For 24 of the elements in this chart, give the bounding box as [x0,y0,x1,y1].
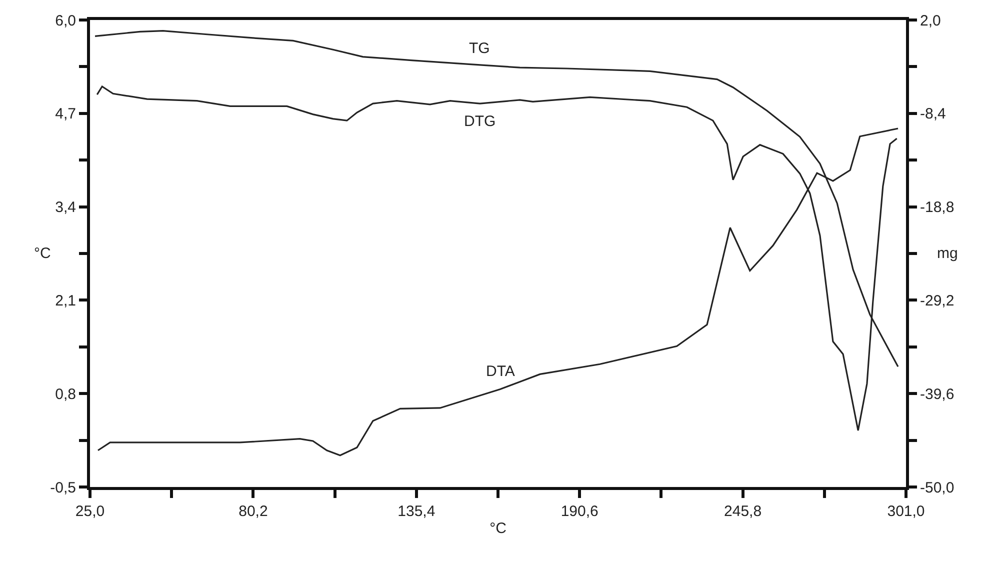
y2-tick-label: -18,8 [920,199,954,216]
y-tick-label: -0,5 [50,479,76,496]
y2-tick-label: -39,6 [920,386,954,403]
x-tick-label: 301,0 [887,503,925,520]
y2-axis-title: mg [937,245,958,262]
x-tick-label: 25,0 [75,503,105,520]
y-tick-label: 2,1 [55,292,76,310]
series-label: DTA [486,363,515,380]
y-tick-label: 0,8 [55,386,76,403]
x-tick-label: 245,8 [724,503,762,520]
y2-tick-label: 2,0 [920,12,941,30]
y-tick-label: 3,4 [55,199,76,216]
y-tick-label: 6,0 [55,12,76,30]
y2-tick-label: -29,2 [920,292,954,310]
x-tick-label: 135,4 [398,503,436,520]
series-label: TG [469,40,490,57]
x-tick-label: 190,6 [560,503,598,520]
y2-tick-label: -8,4 [920,106,946,123]
x-axis-title: °C [490,520,507,537]
series-label: DTG [464,113,496,130]
y2-tick-label: -50,0 [920,479,954,496]
y-axis-title: °C [34,245,51,262]
x-tick-label: 80,2 [238,503,268,520]
y-tick-label: 4,7 [55,106,76,123]
